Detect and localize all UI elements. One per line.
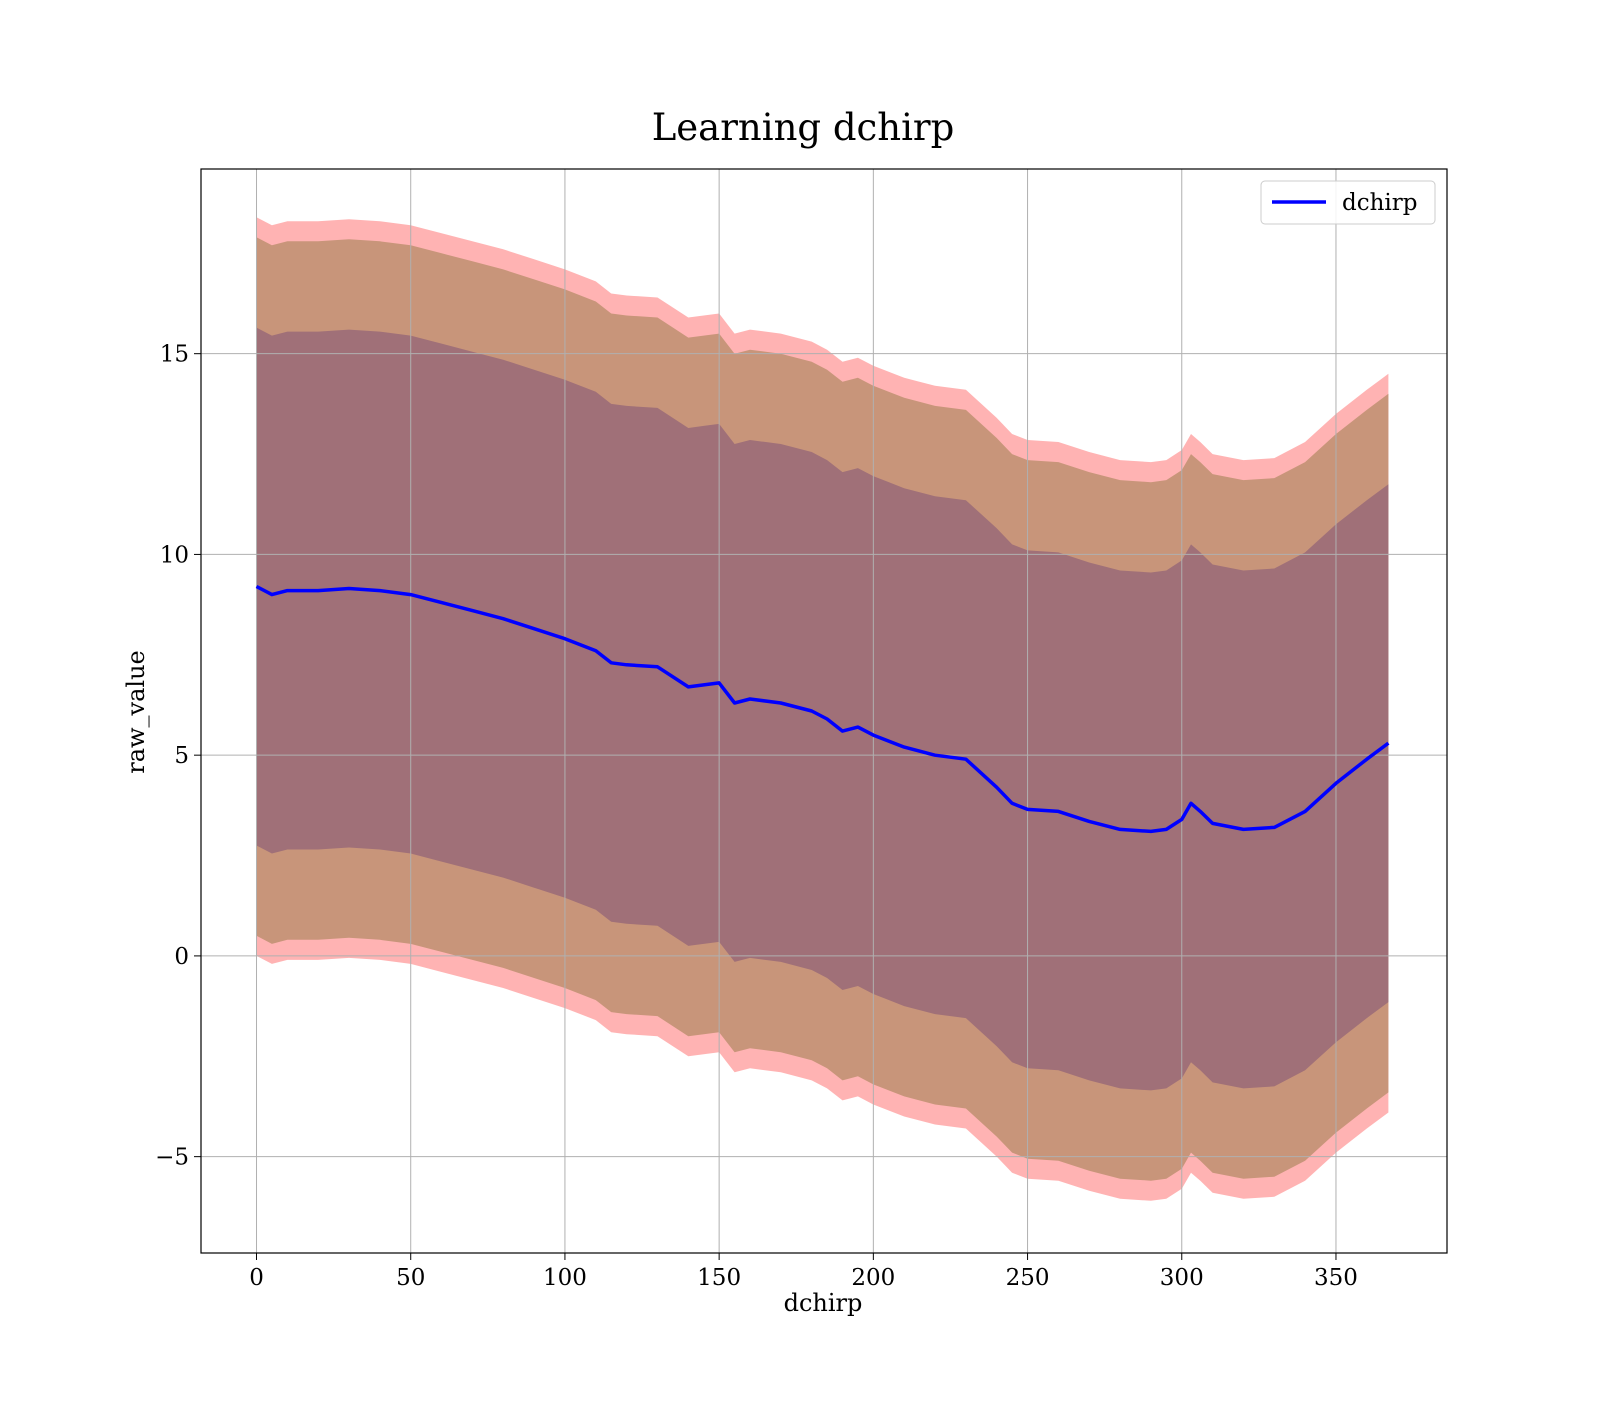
y-tick-label: 0 [174,944,189,970]
legend-box [1260,180,1436,225]
band-inner [256,327,1389,1091]
chart-title: Learning dchirp [652,106,955,149]
x-axis-ticks: 0 50 100 150 200 250 300 350 [249,1253,1358,1291]
series-line-dchirp [255,584,1390,834]
x-tick-label: 200 [851,1265,895,1291]
x-tick-label: 50 [396,1265,425,1291]
y-tick-label: 5 [174,743,189,769]
y-axis-label: raw_value [122,650,150,774]
x-tick-label: 150 [697,1265,741,1291]
x-axis-label: dchirp [784,1289,863,1317]
x-tick-label: 300 [1160,1265,1204,1291]
grid-lines [201,169,1447,1253]
x-tick-label: 350 [1314,1265,1358,1291]
confidence-bands [256,217,1389,1201]
y-tick-label: −5 [155,1145,189,1171]
plot-frame [200,168,1448,1254]
series-lines [255,584,1390,834]
legend-label-dchirp: dchirp [1342,190,1418,216]
x-tick-label: 0 [249,1265,264,1291]
legend: dchirp [1260,180,1436,225]
x-tick-label: 250 [1006,1265,1050,1291]
y-tick-label: 10 [160,542,189,568]
x-tick-label: 100 [543,1265,587,1291]
y-axis-ticks: −5 0 5 10 15 [155,342,201,1171]
y-tick-label: 15 [160,342,189,368]
